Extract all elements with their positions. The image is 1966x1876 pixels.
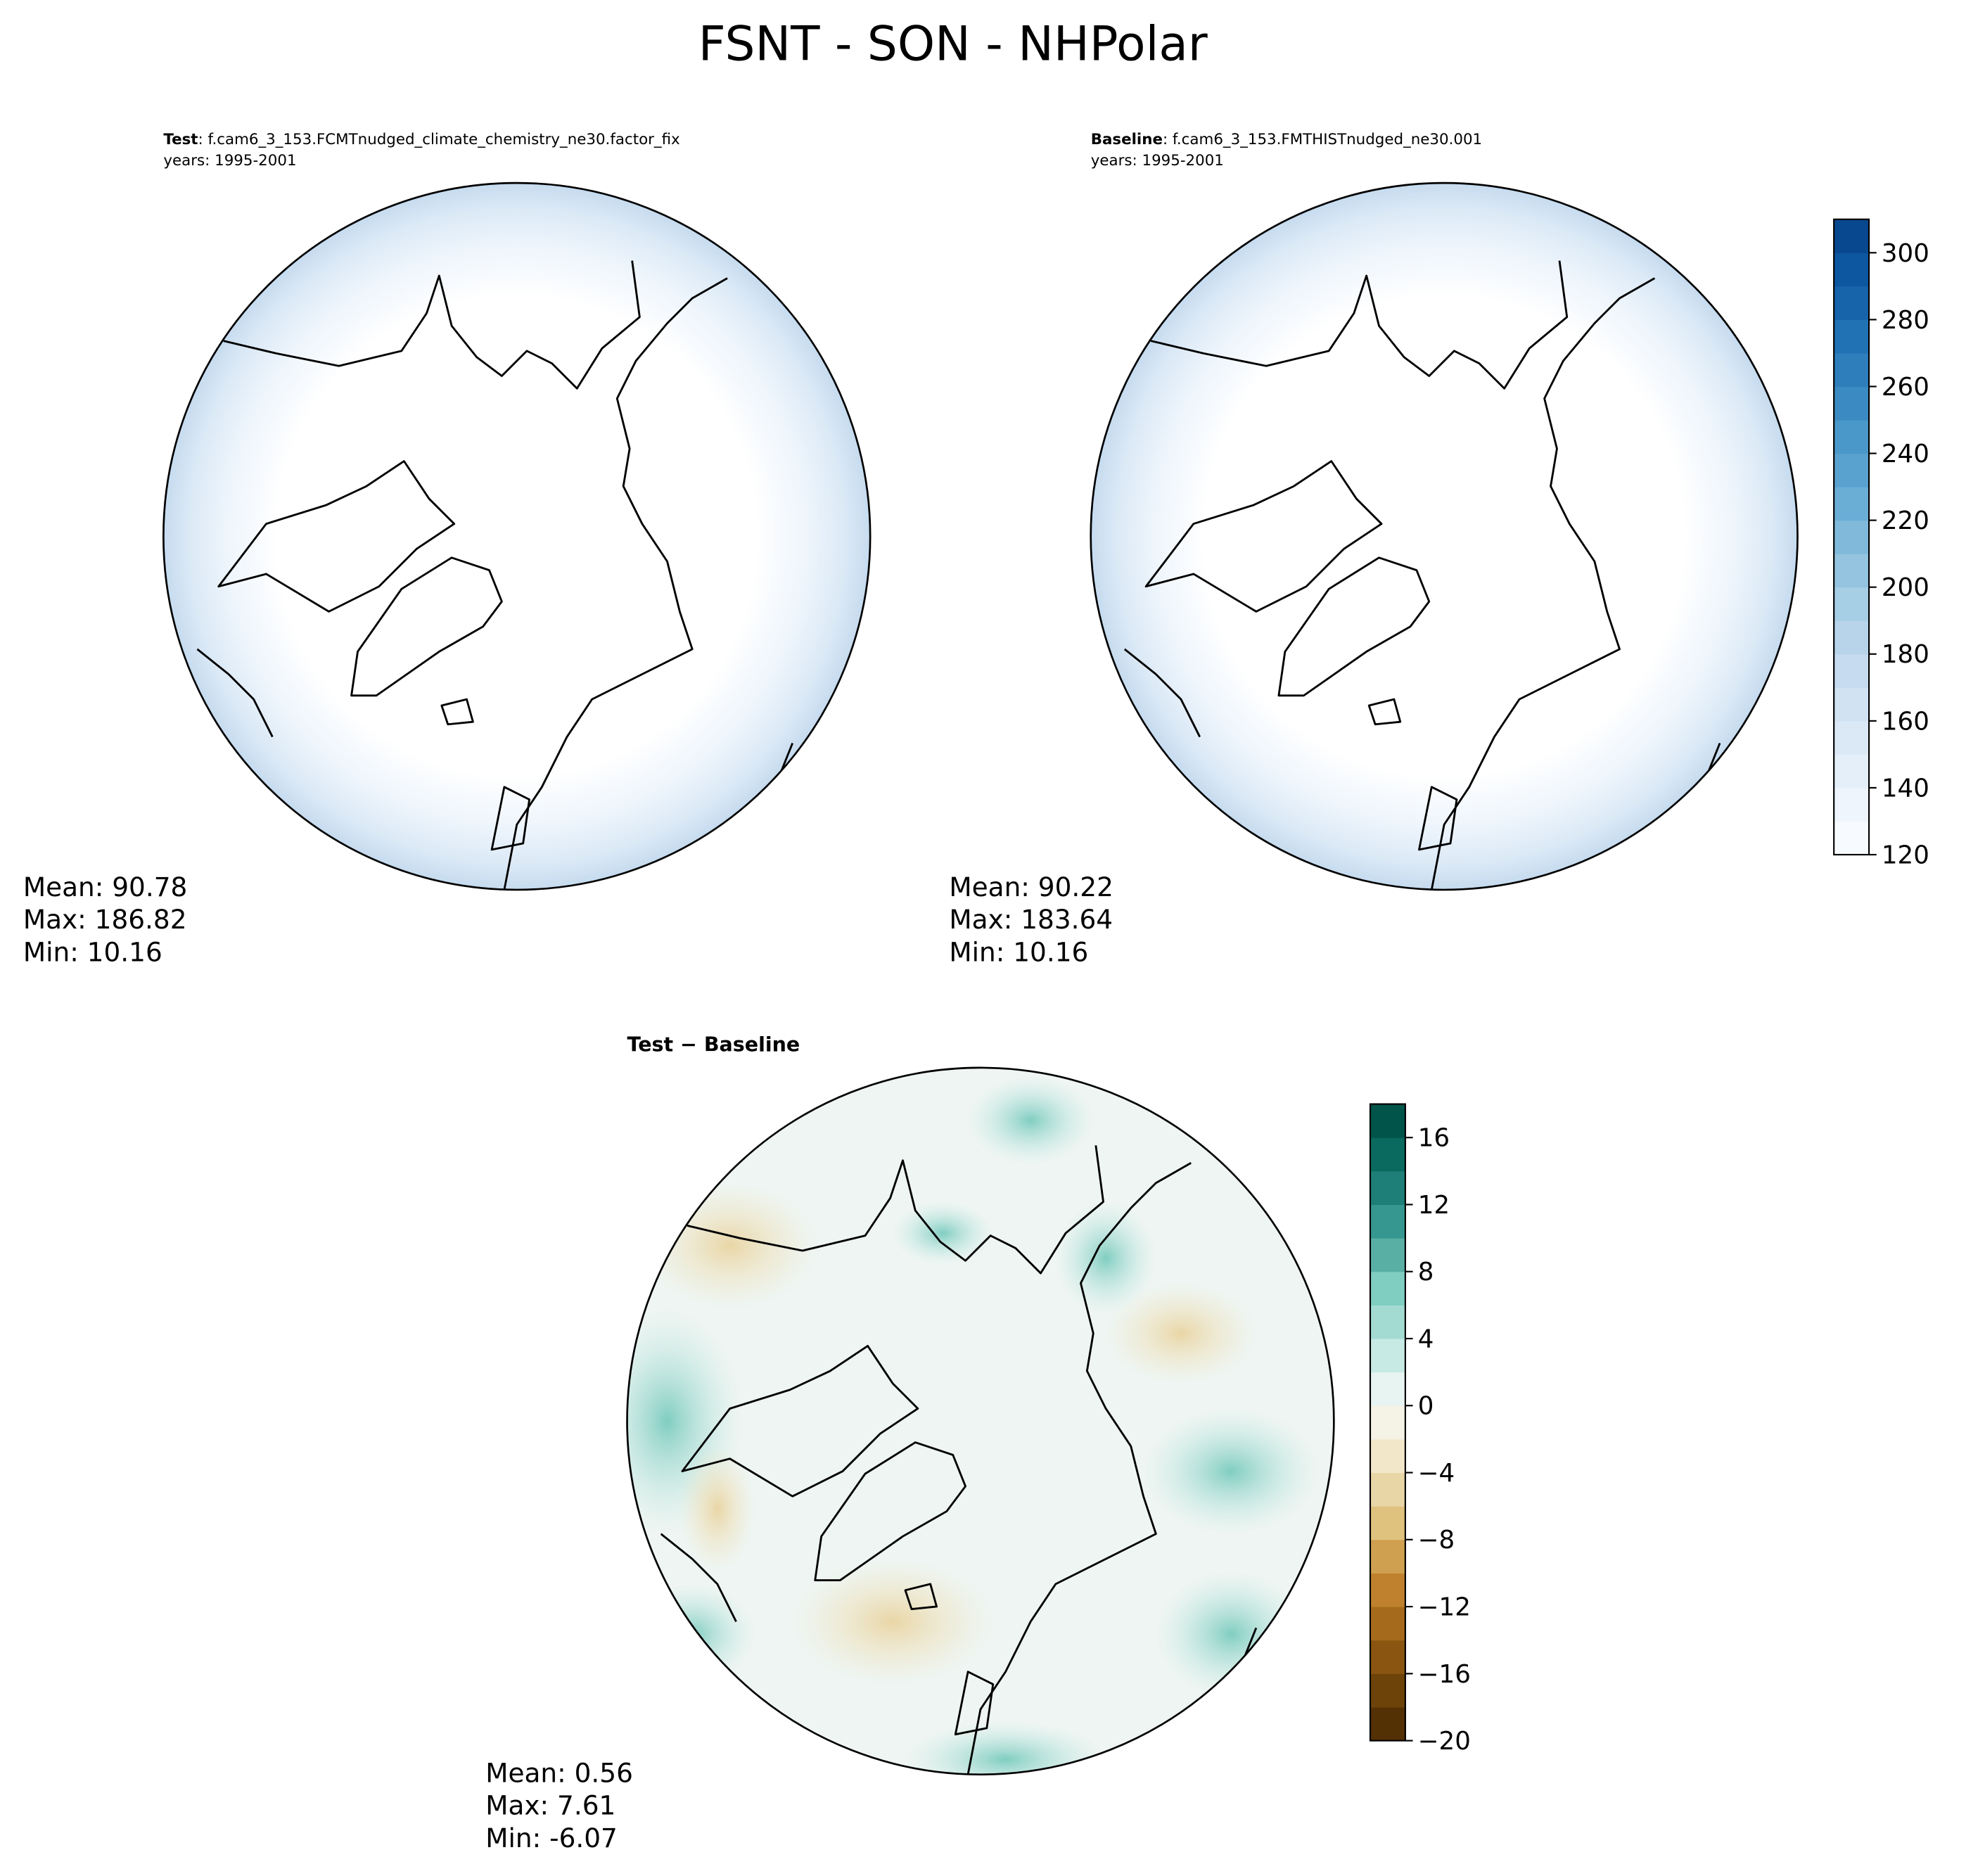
- colorbar-band: [1834, 487, 1870, 521]
- colorbar-tick-label: 140: [1882, 774, 1929, 803]
- colorbar-band: [1834, 219, 1870, 253]
- panel-title: Test − Baseline: [627, 1033, 800, 1057]
- map: [162, 181, 872, 891]
- colorbar-band: [1834, 653, 1870, 688]
- colorbar-tick-label: 12: [1418, 1191, 1450, 1220]
- colorbar-band: [1834, 420, 1870, 454]
- colorbar-band: [1834, 253, 1870, 287]
- stat-line: Mean: 90.22: [949, 872, 1113, 902]
- colorbar-band: [1370, 1238, 1405, 1272]
- colorbar-band: [1834, 754, 1870, 789]
- stat-line: Mean: 0.56: [485, 1757, 633, 1788]
- colorbar-band: [1370, 1506, 1405, 1540]
- colorbar-band: [1370, 1405, 1405, 1440]
- colorbar-tick-label: 120: [1882, 841, 1929, 869]
- colorbar-band: [1370, 1338, 1405, 1373]
- colorbar-tick-label: −20: [1418, 1727, 1471, 1756]
- colorbars: 120140160180200220240260280300−20−16−12−…: [1369, 218, 1929, 1756]
- colorbar-band: [1370, 1438, 1405, 1474]
- map-border: [162, 181, 872, 891]
- figure-title: FSNT - SON - NHPolar: [698, 16, 1208, 72]
- colorbar-band: [1834, 620, 1870, 655]
- panel-case: : f.cam6_3_153.FMTHISTnudged_ne30.001: [1163, 131, 1482, 148]
- stat-line: Min: 10.16: [949, 936, 1088, 967]
- colorbar-band: [1834, 453, 1870, 487]
- colorbar-band: [1370, 1640, 1405, 1674]
- colorbar-tick-label: −4: [1418, 1459, 1455, 1488]
- colorbar-tick-label: 220: [1882, 506, 1929, 535]
- stat-line: Max: 186.82: [23, 904, 187, 935]
- colorbar-tick-label: 200: [1882, 573, 1929, 602]
- colorbar-band: [1834, 554, 1870, 588]
- colorbar-tick-label: 240: [1882, 440, 1929, 468]
- panel-years: years: 1995-2001: [163, 152, 296, 170]
- colorbar-band: [1370, 1137, 1405, 1172]
- colorbar-band: [1834, 520, 1870, 554]
- colorbar-band: [1370, 1673, 1405, 1708]
- field-anomalies: [627, 1076, 1319, 1775]
- colorbar-tick-label: 4: [1418, 1325, 1434, 1353]
- colorbar-band: [1834, 386, 1870, 421]
- stat-line: Mean: 90.78: [23, 872, 187, 902]
- panel-title: Baseline: f.cam6_3_153.FMTHISTnudged_ne3…: [1091, 131, 1482, 148]
- colorbar-band: [1370, 1104, 1405, 1138]
- colorbar-band: [1834, 587, 1870, 621]
- map-border: [1090, 181, 1799, 891]
- colorbar-tick-label: 16: [1418, 1124, 1450, 1153]
- panel-label: Test: [163, 131, 198, 148]
- panel-case: : f.cam6_3_153.FCMTnudged_climate_chemis…: [198, 131, 680, 148]
- colorbar-band: [1834, 787, 1870, 822]
- colorbar-band: [1834, 352, 1870, 388]
- colorbar-tick-label: −12: [1418, 1593, 1471, 1622]
- colorbar-band: [1370, 1271, 1405, 1306]
- panel-years: years: 1995-2001: [1091, 152, 1224, 170]
- colorbar-band: [1370, 1706, 1405, 1742]
- colorbar-tick-label: −8: [1418, 1526, 1455, 1555]
- colorbar-tick-label: 260: [1882, 373, 1929, 402]
- colorbar-tick-label: 300: [1882, 239, 1929, 268]
- colorbar-frame: [1833, 218, 1870, 856]
- map: [1090, 181, 1799, 891]
- colorbar-band: [1370, 1607, 1405, 1641]
- colorbar-band: [1834, 821, 1870, 855]
- colorbar-tick-label: 160: [1882, 707, 1929, 736]
- field: [163, 183, 871, 890]
- colorbar-band: [1370, 1204, 1405, 1239]
- panel-label: Baseline: [1091, 131, 1163, 148]
- colorbar-band: [1834, 720, 1870, 755]
- colorbar-tick-label: 8: [1418, 1258, 1434, 1287]
- colorbar-band: [1834, 286, 1870, 320]
- map: [626, 1066, 1335, 1776]
- panel-title: Test: f.cam6_3_153.FCMTnudged_climate_ch…: [163, 131, 679, 148]
- stat-line: Max: 7.61: [485, 1790, 615, 1821]
- field: [1090, 183, 1798, 890]
- colorbar-band: [1834, 687, 1870, 722]
- colorbar-band: [1370, 1170, 1405, 1205]
- colorbar-tick-label: 0: [1418, 1392, 1434, 1421]
- colorbar-tick-label: −16: [1418, 1660, 1471, 1689]
- colorbar-band: [1370, 1372, 1405, 1406]
- colorbar-frame: [1369, 1103, 1406, 1742]
- colorbar-band: [1834, 319, 1870, 354]
- colorbar-band: [1370, 1573, 1405, 1607]
- map-border: [626, 1066, 1335, 1776]
- stat-line: Max: 183.64: [949, 904, 1113, 935]
- stat-line: Min: -6.07: [485, 1823, 618, 1853]
- colorbar-band: [1370, 1539, 1405, 1574]
- colorbar-tick-label: 180: [1882, 640, 1929, 669]
- stat-line: Min: 10.16: [23, 936, 162, 967]
- colorbar-band: [1370, 1305, 1405, 1339]
- colorbar-tick-label: 280: [1882, 306, 1929, 335]
- colorbar-band: [1370, 1472, 1405, 1507]
